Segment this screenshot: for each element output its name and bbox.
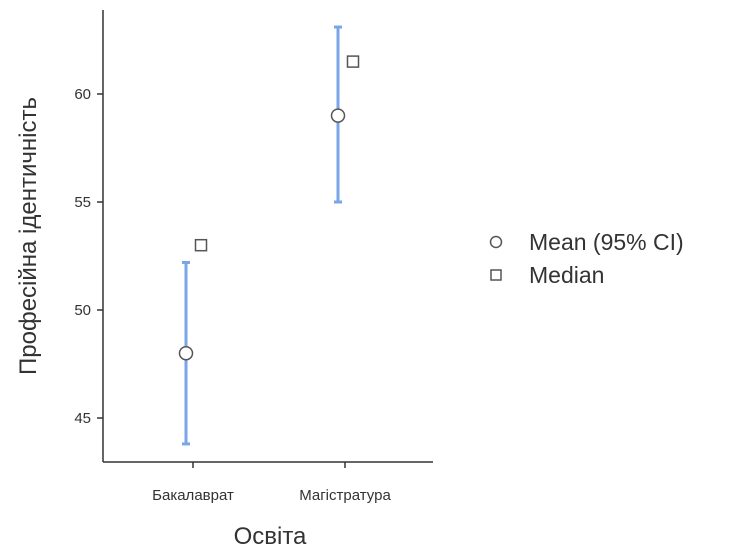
y-axis-title: Професійна ідентичність xyxy=(15,97,42,375)
median-point xyxy=(194,238,208,252)
legend-median-label: Median xyxy=(529,262,604,288)
legend-mean-marker xyxy=(489,235,503,249)
x-tick-label: Магістратура xyxy=(299,487,391,504)
axes: 45 50 55 60 Бакалаврат Магістратура xyxy=(74,10,433,504)
legend-median-marker xyxy=(490,269,502,281)
legend: Mean (95% CI) Median xyxy=(489,229,684,288)
x-axis-title: Освіта xyxy=(234,523,307,550)
x-tick-label: Бакалаврат xyxy=(152,487,234,504)
y-tick-label: 60 xyxy=(74,86,91,103)
y-tick-label: 50 xyxy=(74,302,91,319)
mean-point xyxy=(330,108,346,123)
y-tick-label: 45 xyxy=(74,410,91,427)
y-tick-label: 55 xyxy=(74,194,91,211)
legend-mean-label: Mean (95% CI) xyxy=(529,229,684,255)
median-point xyxy=(346,55,360,68)
marks xyxy=(178,25,360,446)
mean-point xyxy=(178,345,194,361)
